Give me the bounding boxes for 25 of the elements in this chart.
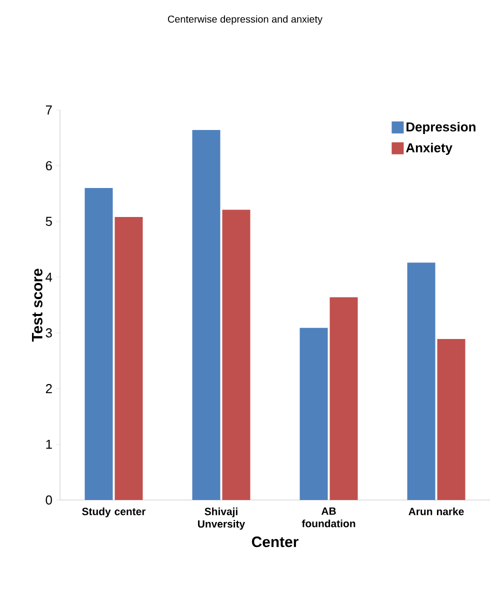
y-tick-label: 2 (46, 384, 52, 394)
chart-title: Centerwise depression and anxiety (168, 15, 322, 25)
legend-label: Depression (406, 122, 476, 134)
y-tick-label: 1 (46, 440, 52, 449)
x-tick-label: Arun narke (408, 508, 464, 516)
bar (330, 297, 358, 500)
y-tick-label: 3 (46, 328, 52, 338)
y-tick-label: 4 (46, 272, 52, 282)
y-tick-label: 0 (46, 495, 52, 505)
bar (84, 188, 113, 500)
x-tick-label: AB foundation (302, 508, 356, 528)
bar (192, 130, 220, 500)
y-tick-label: 5 (46, 216, 52, 226)
x-tick-label: Study center (82, 508, 146, 518)
x-axis-title: Center (252, 536, 298, 548)
y-axis-title: Test score (32, 268, 42, 342)
bar (300, 328, 328, 500)
bar (114, 216, 143, 500)
legend-label: Anxiety (406, 142, 452, 155)
y-tick-label: 7 (46, 106, 52, 114)
bar (437, 338, 466, 500)
y-tick-label: 6 (46, 161, 52, 170)
bar (222, 210, 250, 500)
bar (407, 262, 436, 500)
x-tick-label: Shivaji Unversity (198, 508, 246, 530)
